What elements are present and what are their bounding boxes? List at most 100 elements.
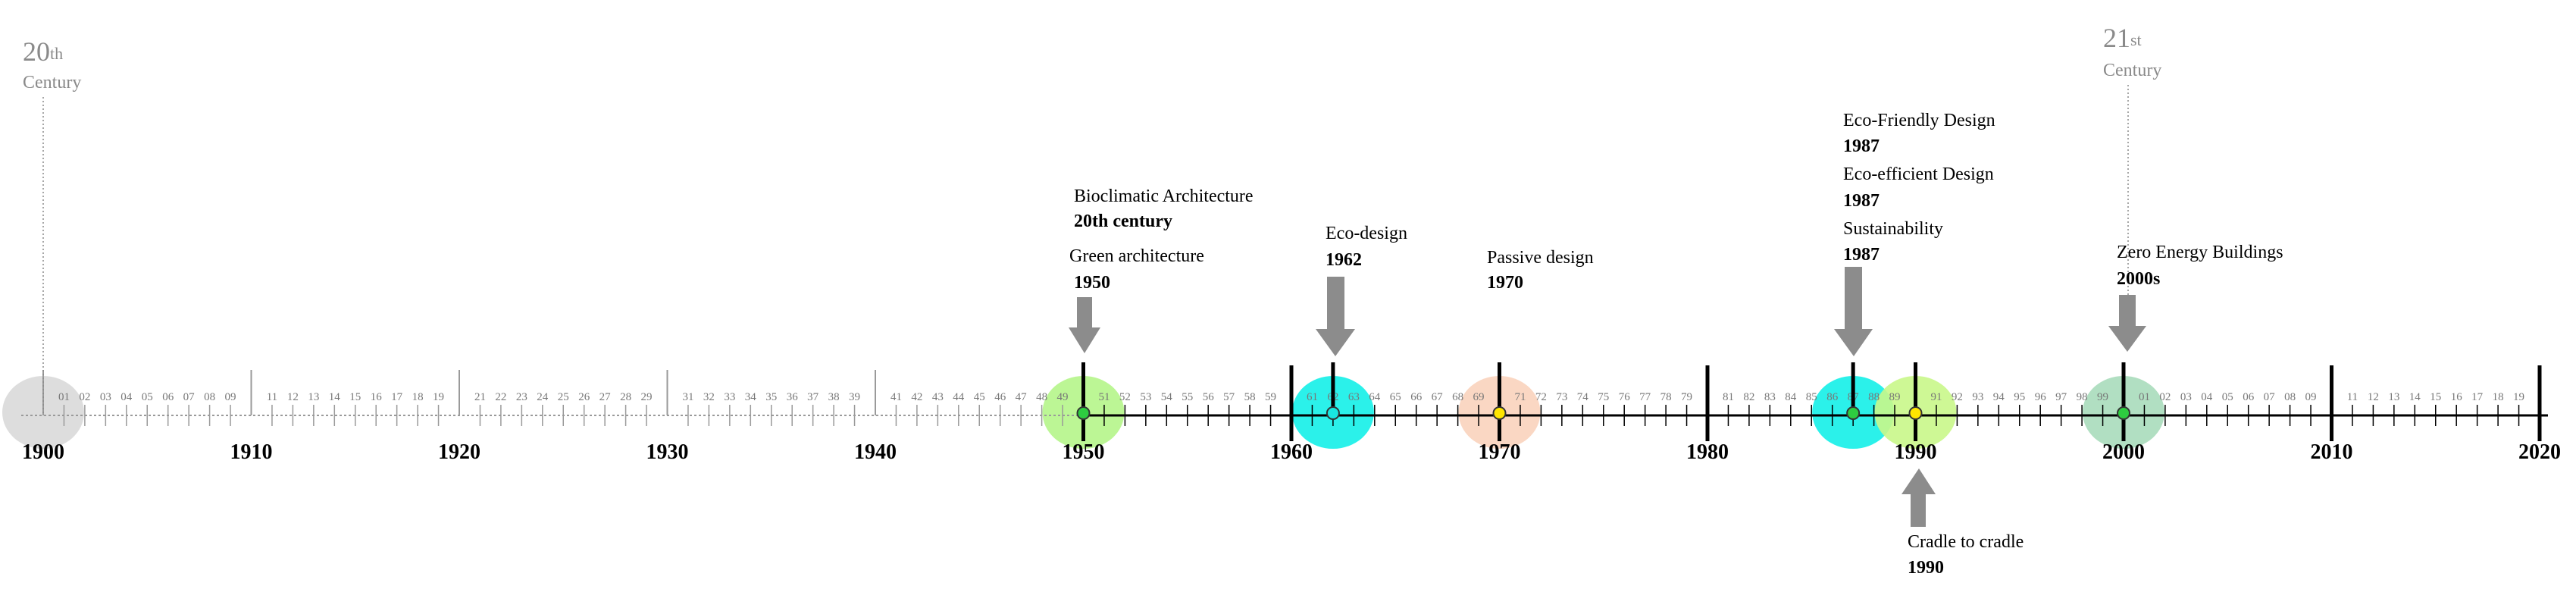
- decade-label: 1910: [230, 440, 273, 464]
- year-tick-label: 11: [267, 391, 277, 403]
- event-name: Passive design: [1487, 248, 1594, 268]
- year-tick-label: 41: [890, 391, 902, 403]
- year-tick-label: 44: [953, 391, 965, 403]
- year-tick-label: 92: [1952, 391, 1963, 403]
- year-tick-label: 76: [1619, 391, 1631, 403]
- year-tick-label: 17: [391, 391, 403, 403]
- year-tick-label: 04: [2201, 391, 2213, 403]
- event-date: 1987: [1843, 245, 1880, 265]
- year-tick-label: 67: [1432, 391, 1444, 403]
- year-tick-label: 38: [828, 391, 840, 403]
- year-tick-label: 18: [412, 391, 424, 403]
- year-tick-label: 13: [308, 391, 319, 403]
- century-20-suffix: th: [50, 44, 63, 63]
- year-tick-label: 07: [183, 391, 196, 403]
- year-tick-label: 05: [142, 391, 153, 403]
- year-tick-label: 93: [1972, 391, 1983, 403]
- year-tick-label: 84: [1785, 391, 1797, 403]
- event-date: 1990: [1908, 558, 1944, 578]
- year-tick-label: 18: [2493, 391, 2504, 403]
- year-tick-label: 04: [121, 391, 133, 403]
- year-tick-label: 19: [433, 391, 444, 403]
- svg-text:21st: 21st: [2103, 23, 2142, 53]
- event-eco-efficient: Eco-efficient Design 1987: [1843, 164, 1994, 211]
- year-tick-label: 83: [1764, 391, 1776, 403]
- year-tick-label: 42: [911, 391, 922, 403]
- year-tick-label: 58: [1244, 391, 1256, 403]
- event-passive-design: Passive design 1970: [1487, 248, 1594, 293]
- event-eco-design: Eco-design 1962: [1316, 224, 1407, 356]
- year-tick-label: 88: [1868, 391, 1880, 403]
- year-tick-label: 35: [765, 391, 777, 403]
- year-marker-layer: [1076, 362, 2130, 420]
- year-tick-label: 39: [849, 391, 860, 403]
- decade-label: 1900: [22, 440, 64, 464]
- decade-label: 1950: [1063, 440, 1105, 464]
- year-tick-label: 36: [787, 391, 799, 403]
- year-tick-label: 43: [932, 391, 944, 403]
- year-tick-label: 16: [371, 391, 383, 403]
- year-tick-label: 26: [578, 391, 590, 403]
- year-tick-label: 14: [329, 391, 341, 403]
- year-tick-label: 48: [1036, 391, 1047, 403]
- year-tick-label: 64: [1369, 391, 1381, 403]
- year-tick-label: 28: [620, 391, 631, 403]
- year-tick-label: 29: [641, 391, 653, 403]
- year-tick-label: 12: [287, 391, 299, 403]
- year-marker-1987: [1846, 406, 1861, 420]
- year-tick-label: 32: [703, 391, 715, 403]
- event-green-architecture: Green architecture 1950: [1069, 246, 1204, 353]
- year-tick-label: 77: [1639, 391, 1651, 403]
- up-arrow: [1901, 468, 1936, 527]
- year-tick-label: 78: [1660, 391, 1672, 403]
- year-tick-label: 59: [1265, 391, 1276, 403]
- year-tick-label: 12: [2368, 391, 2379, 403]
- year-tick-label: 16: [2451, 391, 2463, 403]
- year-tick-label: 31: [682, 391, 693, 403]
- year-tick-label: 49: [1057, 391, 1069, 403]
- event-date: 1962: [1326, 250, 1362, 270]
- year-tick-label: 08: [2284, 391, 2296, 403]
- decade-label: 1980: [1686, 440, 1729, 464]
- year-tick-label: 33: [724, 391, 735, 403]
- decade-label: 2010: [2311, 440, 2353, 464]
- year-tick-label: 66: [1410, 391, 1423, 403]
- decade-label: 1990: [1895, 440, 1937, 464]
- event-name: Zero Energy Buildings: [2117, 243, 2283, 262]
- year-tick-label: 45: [974, 391, 985, 403]
- year-tick-label: 21: [474, 391, 486, 403]
- year-tick-label: 54: [1161, 391, 1173, 403]
- year-tick-label: 65: [1390, 391, 1401, 403]
- year-tick-label: 79: [1681, 391, 1692, 403]
- year-tick-label: 03: [100, 391, 111, 403]
- year-tick-label: 98: [2077, 391, 2088, 403]
- year-tick-label: 72: [1535, 391, 1547, 403]
- event-name: Eco-Friendly Design: [1843, 111, 1995, 130]
- year-tick-label: 47: [1016, 391, 1028, 403]
- year-tick-label: 68: [1452, 391, 1463, 403]
- event-date: 2000s: [2117, 269, 2160, 289]
- decade-label: 1930: [646, 440, 689, 464]
- year-tick-label: 03: [2180, 391, 2192, 403]
- event-zero-energy: Zero Energy Buildings 2000s: [2108, 243, 2283, 352]
- year-tick-label: 74: [1577, 391, 1589, 403]
- year-tick-label: 51: [1098, 391, 1110, 403]
- event-cradle-to-cradle: Cradle to cradle 1990: [1901, 468, 2024, 578]
- event-date: 1950: [1074, 273, 1110, 293]
- year-tick-label: 02: [2159, 391, 2171, 403]
- event-sustainability: Sustainability 1987: [1834, 219, 1943, 356]
- year-tick-label: 91: [1930, 391, 1942, 403]
- event-name: Bioclimatic Architecture: [1074, 186, 1254, 206]
- year-tick-label: 52: [1119, 391, 1131, 403]
- year-tick-label: 34: [745, 391, 757, 403]
- event-name: Eco-design: [1326, 224, 1407, 243]
- year-tick-label: 09: [225, 391, 236, 403]
- decade-label: 1960: [1270, 440, 1313, 464]
- century-21-word: Century: [2103, 61, 2161, 80]
- year-tick-label: 23: [516, 391, 527, 403]
- event-name: Cradle to cradle: [1908, 532, 2024, 552]
- down-arrow: [2108, 295, 2146, 352]
- year-tick-label: 25: [558, 391, 569, 403]
- year-tick-label: 73: [1556, 391, 1567, 403]
- year-tick-label: 06: [162, 391, 174, 403]
